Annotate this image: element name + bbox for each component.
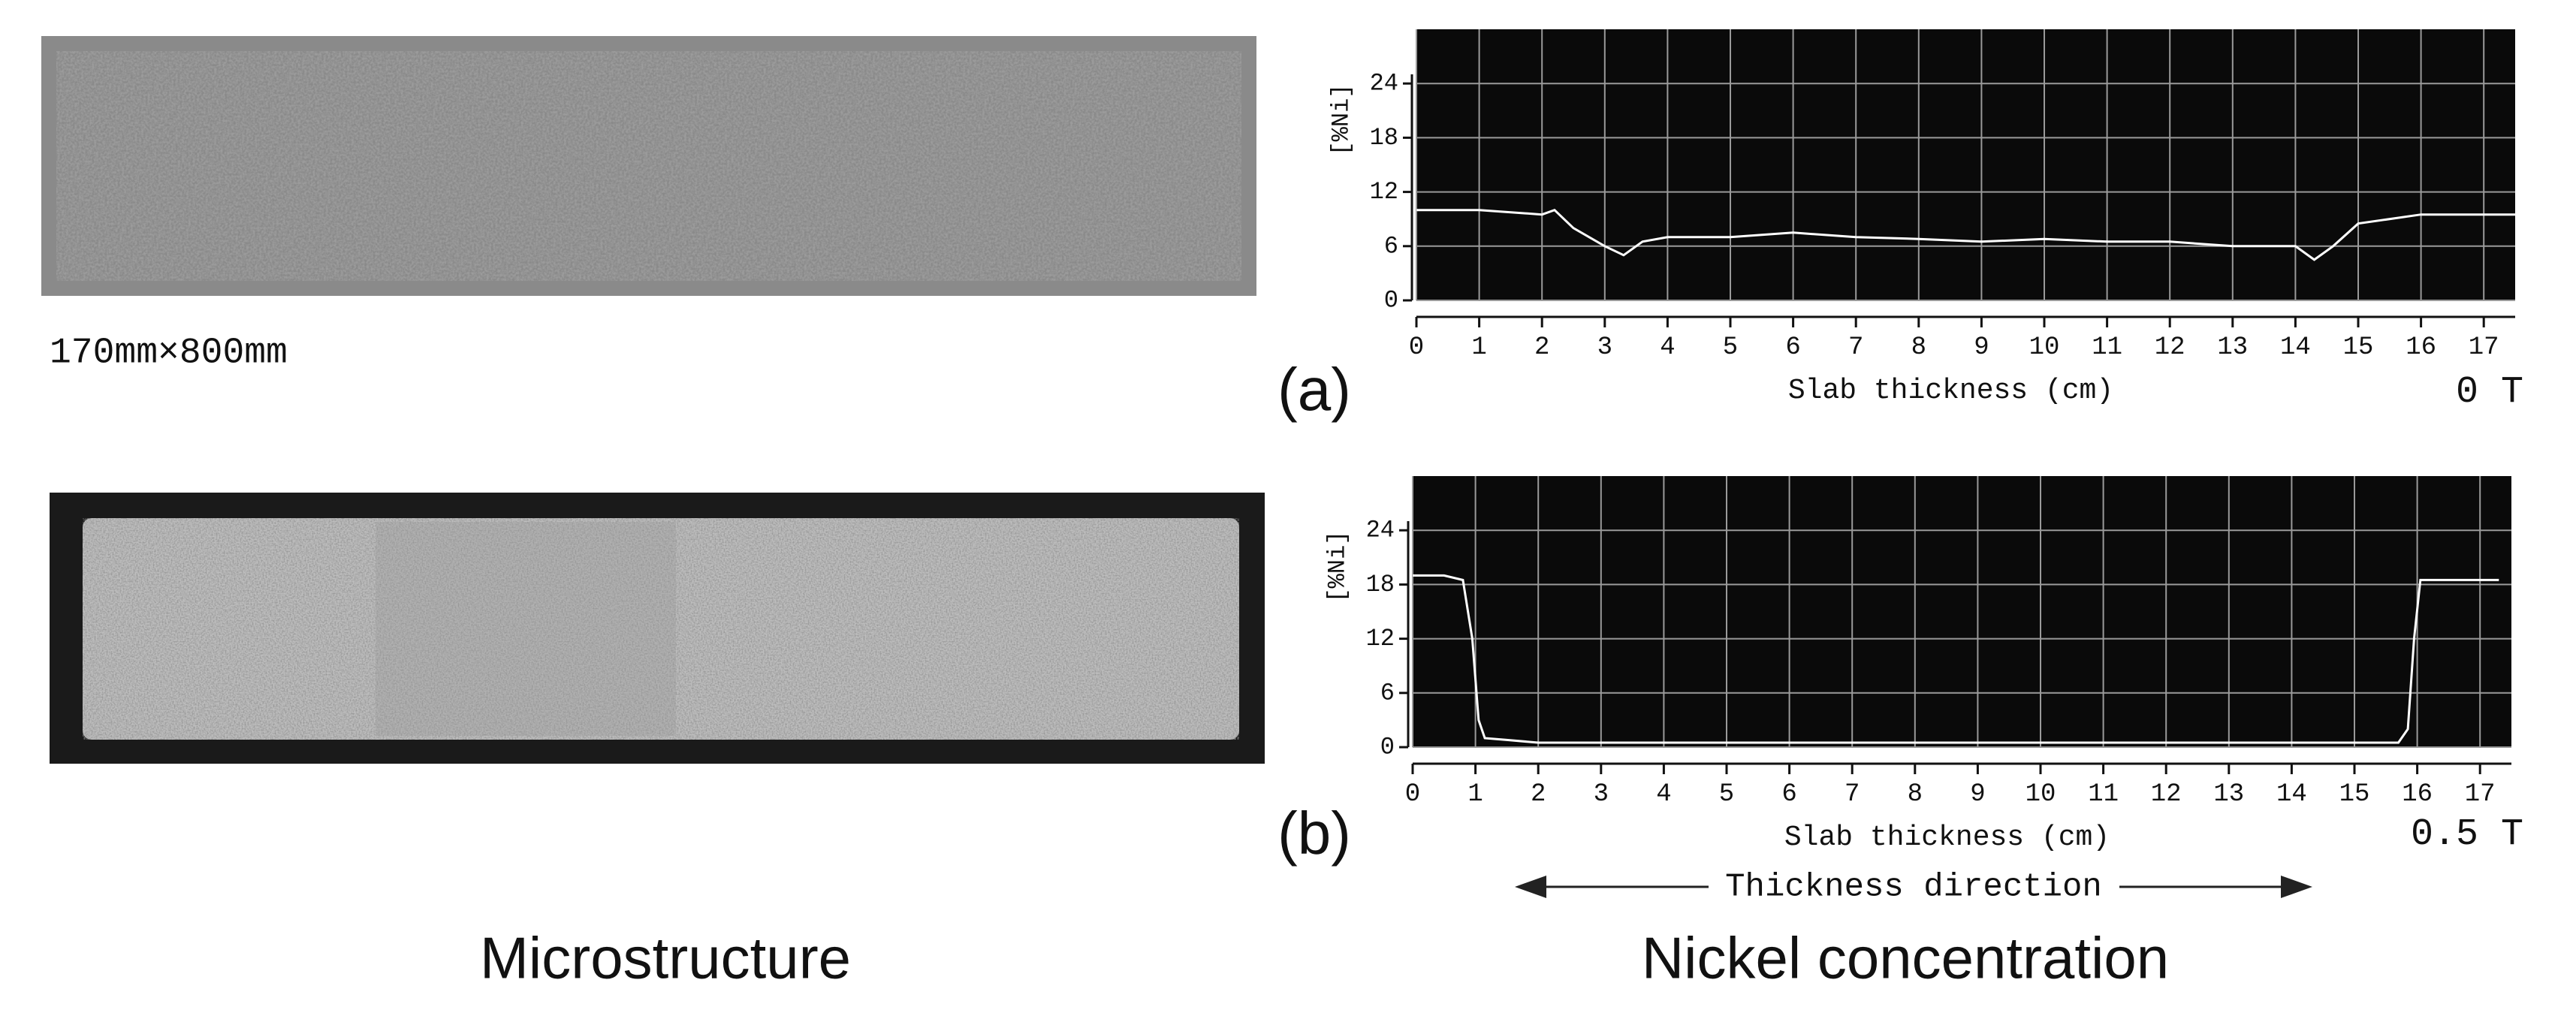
x-tick-label: 11 xyxy=(2088,780,2119,809)
data-line xyxy=(1416,208,2515,261)
field-annotation: 0.5 T xyxy=(2411,813,2523,856)
y-tick-label: 24 xyxy=(1366,517,1395,544)
y-tick-label: 6 xyxy=(1384,232,1398,260)
direction-label: Thickness direction xyxy=(1725,869,2102,906)
y-tick-label: 12 xyxy=(1366,625,1395,653)
x-tick-label: 0 xyxy=(1409,333,1424,362)
direction: Thickness direction xyxy=(1515,869,2312,906)
x-tick-label: 3 xyxy=(1597,333,1612,362)
y-axis-label: [%Ni] xyxy=(1327,83,1355,155)
caption-left: Microstructure xyxy=(480,925,851,991)
x-tick-label: 14 xyxy=(2276,780,2307,809)
x-tick-label: 17 xyxy=(2469,333,2499,362)
photo-a xyxy=(41,36,1256,296)
y-axis-label: [%Ni] xyxy=(1323,530,1351,602)
panel-label: (a) xyxy=(1277,356,1351,423)
chart: 0 1 2 3 4 5 6 7 8 9 10 11 12 13 14 15 16 1706121824[%Ni]S… xyxy=(1277,29,2523,423)
x-tick-label: 2 xyxy=(1534,333,1549,362)
y-tick-label: 24 xyxy=(1370,70,1398,98)
data-line xyxy=(1413,574,2499,744)
x-tick-label: 13 xyxy=(2213,780,2244,809)
plot-area xyxy=(1416,29,2515,300)
x-tick-label: 9 xyxy=(1970,780,1985,809)
x-tick-label: 0 xyxy=(1405,780,1420,809)
x-tick-label: 4 xyxy=(1656,780,1671,809)
plot-area xyxy=(1413,476,2511,747)
x-tick-label: 11 xyxy=(2092,333,2122,362)
y-tick-label: 0 xyxy=(1380,733,1395,761)
x-tick-label: 12 xyxy=(2155,333,2185,362)
x-tick-label: 15 xyxy=(2343,333,2374,362)
x-tick-label: 14 xyxy=(2280,333,2311,362)
x-axis-label: Slab thickness (cm) xyxy=(1788,375,2113,407)
x-tick-label: 10 xyxy=(2029,333,2060,362)
x-tick-label: 8 xyxy=(1911,333,1926,362)
x-tick-label: 5 xyxy=(1719,780,1734,809)
x-tick-label: 1 xyxy=(1471,333,1486,362)
x-tick-label: 3 xyxy=(1594,780,1609,809)
y-tick-label: 18 xyxy=(1366,571,1395,598)
x-tick-label: 8 xyxy=(1908,780,1923,809)
x-tick-label: 6 xyxy=(1785,333,1800,362)
x-tick-label: 13 xyxy=(2217,333,2248,362)
chart: 0 1 2 3 4 5 6 7 8 9 10 11 12 13 14 15 16 1706121824[%Ni]S… xyxy=(1277,476,2523,867)
x-tick-label: 17 xyxy=(2465,780,2496,809)
panel-label: (b) xyxy=(1277,800,1351,867)
x-tick-label: 9 xyxy=(1974,333,1989,362)
x-tick-label: 1 xyxy=(1467,780,1483,809)
y-tick-label: 12 xyxy=(1370,178,1398,206)
x-tick-label: 4 xyxy=(1660,333,1675,362)
x-tick-label: 12 xyxy=(2151,780,2182,809)
field-annotation: 0 T xyxy=(2456,371,2523,414)
x-tick-label: 7 xyxy=(1848,333,1863,362)
y-tick-label: 0 xyxy=(1384,286,1398,314)
x-axis-label: Slab thickness (cm) xyxy=(1784,822,2110,854)
x-tick-label: 2 xyxy=(1531,780,1546,809)
x-tick-label: 6 xyxy=(1781,780,1796,809)
photo-b xyxy=(50,493,1265,764)
x-tick-label: 15 xyxy=(2339,780,2370,809)
size-label: 170mm×800mm xyxy=(50,333,288,374)
x-tick-label: 16 xyxy=(2406,333,2436,362)
x-tick-label: 16 xyxy=(2402,780,2433,809)
y-tick-label: 6 xyxy=(1380,679,1395,707)
x-tick-label: 10 xyxy=(2026,780,2056,809)
caption-right: Nickel concentration xyxy=(1642,925,2169,991)
y-tick-label: 18 xyxy=(1370,124,1398,152)
x-tick-label: 7 xyxy=(1845,780,1860,809)
x-tick-label: 5 xyxy=(1723,333,1738,362)
